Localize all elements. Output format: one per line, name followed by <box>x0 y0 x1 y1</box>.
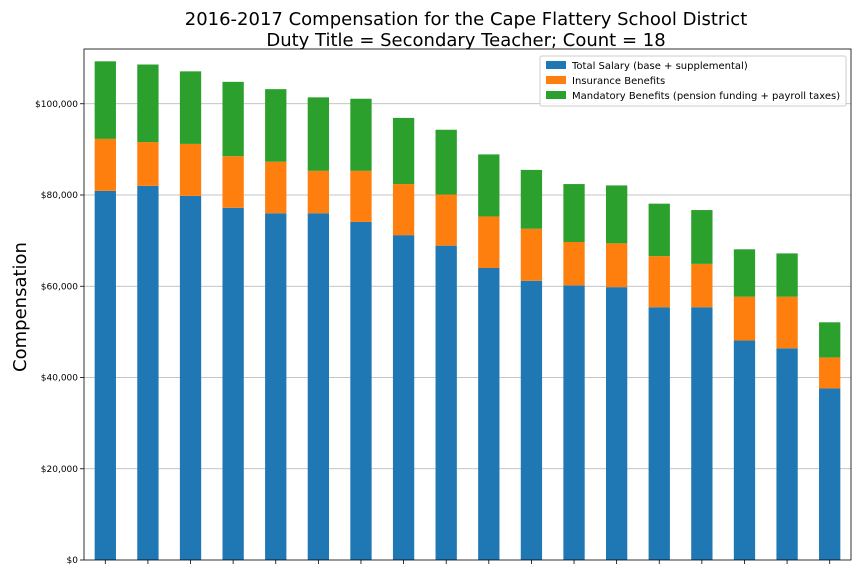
y-tick-label: $20,000 <box>41 465 78 475</box>
bar-segment-series-1 <box>222 156 244 208</box>
bar-segment-series-2 <box>94 61 116 139</box>
bar-segment-series-0 <box>819 388 841 560</box>
bar-segment-series-1 <box>265 161 287 214</box>
y-tick-label: $100,000 <box>35 100 78 110</box>
y-tick-label: $40,000 <box>41 374 78 384</box>
bar-segment-series-1 <box>94 138 116 191</box>
bar-segment-series-0 <box>733 340 756 560</box>
bar-segment-series-0 <box>776 348 798 560</box>
legend-label: Mandatory Benefits (pension funding + pa… <box>572 91 840 102</box>
bar-segment-series-1 <box>179 143 202 196</box>
bar-segment-series-2 <box>819 322 841 358</box>
legend-box <box>539 55 847 107</box>
bar-segment-series-2 <box>392 117 415 185</box>
bar-segment-series-2 <box>137 64 159 143</box>
bars <box>94 61 841 561</box>
bar-segment-series-1 <box>563 241 585 286</box>
bar-segment-series-0 <box>478 268 500 560</box>
bar-segment-series-1 <box>392 184 415 236</box>
chart-title-line-1: 2016-2017 Compensation for the Cape Flat… <box>185 9 748 30</box>
bar-segment-series-0 <box>265 213 287 560</box>
bar-segment-series-2 <box>307 97 330 171</box>
bar-segment-series-0 <box>392 235 415 560</box>
bar-segment-series-2 <box>222 81 244 157</box>
y-tick-label: $0 <box>67 556 79 566</box>
bar-segment-series-2 <box>648 203 670 257</box>
bar-segment-series-0 <box>94 190 116 561</box>
bar-segment-series-0 <box>435 245 457 561</box>
bar-segment-series-0 <box>648 307 670 560</box>
y-tick-label: $80,000 <box>41 191 78 201</box>
bar-segment-series-1 <box>520 228 543 281</box>
bar-segment-series-2 <box>350 98 372 171</box>
legend-label: Insurance Benefits <box>572 76 665 87</box>
legend-swatch <box>546 91 566 99</box>
bar-segment-series-1 <box>648 256 670 308</box>
chart-title-line-2: Duty Title = Secondary Teacher; Count = … <box>266 30 665 51</box>
axes: $0 $20,000 $40,000 $60,000 $80,000 $100,000 <box>35 48 852 566</box>
grid <box>84 103 851 470</box>
bar-segment-series-0 <box>350 221 372 560</box>
bar-segment-series-2 <box>520 169 543 229</box>
y-tick-label: $60,000 <box>41 282 78 292</box>
bar-segment-series-0 <box>563 285 585 560</box>
bar-segment-series-1 <box>819 357 841 389</box>
bar-segment-series-2 <box>691 210 713 264</box>
bar-segment-series-0 <box>222 207 244 560</box>
bar-segment-series-2 <box>478 154 500 217</box>
bar-segment-series-2 <box>435 129 457 195</box>
bar-segment-series-2 <box>605 185 628 244</box>
bar-segment-series-1 <box>691 263 713 308</box>
bar-segment-series-2 <box>563 184 585 242</box>
plot-frame <box>83 48 852 561</box>
bar-segment-series-1 <box>605 243 628 288</box>
bar-segment-series-0 <box>520 280 543 560</box>
legend: Total Salary (base + supplemental) Insura… <box>539 55 847 107</box>
bar-segment-series-0 <box>691 307 713 560</box>
bar-segment-series-1 <box>435 194 457 246</box>
bar-segment-series-0 <box>605 287 628 560</box>
y-axis-label: Compensation <box>10 242 31 372</box>
bar-segment-series-1 <box>350 170 372 222</box>
legend-swatch <box>546 61 566 69</box>
bar-segment-series-1 <box>776 296 798 349</box>
bar-segment-series-2 <box>265 89 287 162</box>
bar-segment-series-1 <box>733 296 756 341</box>
bar-segment-series-1 <box>137 142 159 186</box>
bar-segment-series-0 <box>307 213 330 560</box>
bar-segment-series-0 <box>179 195 202 560</box>
bar-segment-series-2 <box>776 253 798 297</box>
bar-segment-series-0 <box>137 185 159 560</box>
legend-label: Total Salary (base + supplemental) <box>571 61 748 72</box>
bar-segment-series-1 <box>307 170 330 214</box>
bar-segment-series-1 <box>478 216 500 268</box>
legend-swatch <box>546 76 566 84</box>
bar-segment-series-2 <box>179 71 202 144</box>
bar-segment-series-2 <box>733 249 756 297</box>
